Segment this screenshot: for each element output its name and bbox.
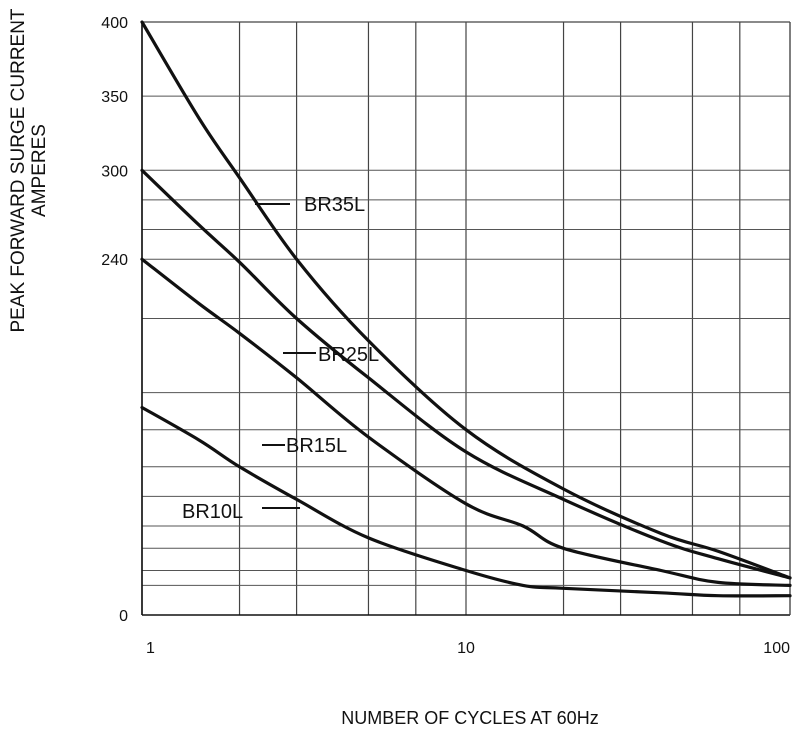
y-axis-label: PEAK FORWARD SURGE CURRENT AMPERES bbox=[8, 0, 78, 537]
y-tick-label: 300 bbox=[101, 163, 128, 180]
series-label-br25l: BR25L bbox=[318, 344, 379, 366]
x-tick-label: 1 bbox=[146, 640, 155, 657]
y-tick-label: 240 bbox=[101, 252, 128, 269]
y-tick-label: 400 bbox=[101, 15, 128, 32]
series-line-br15l bbox=[140, 257, 792, 587]
axis-ticks: 400 350 300 240 0 1 10 100 bbox=[101, 15, 790, 657]
series-line-br10l bbox=[140, 405, 792, 598]
y-axis-label-line-2: AMPERES bbox=[29, 124, 50, 217]
series-label-br15l: BR15L bbox=[286, 435, 347, 457]
series-labels: BR35L BR25L BR15L BR10L bbox=[182, 194, 379, 523]
series-line-br35l bbox=[140, 20, 792, 580]
plot-grid bbox=[141, 21, 791, 616]
series-group bbox=[140, 20, 792, 598]
y-tick-label: 0 bbox=[119, 608, 128, 625]
series-line-br25l bbox=[140, 168, 792, 580]
y-axis-label-line-1: PEAK FORWARD SURGE CURRENT bbox=[8, 8, 29, 333]
y-tick-label: 350 bbox=[101, 89, 128, 106]
x-tick-label: 100 bbox=[763, 640, 790, 657]
series-label-br10l: BR10L bbox=[182, 501, 243, 523]
x-axis-label: NUMBER OF CYCLES AT 60Hz bbox=[341, 708, 599, 728]
series-label-br35l: BR35L bbox=[304, 194, 365, 216]
x-tick-label: 10 bbox=[457, 640, 475, 657]
